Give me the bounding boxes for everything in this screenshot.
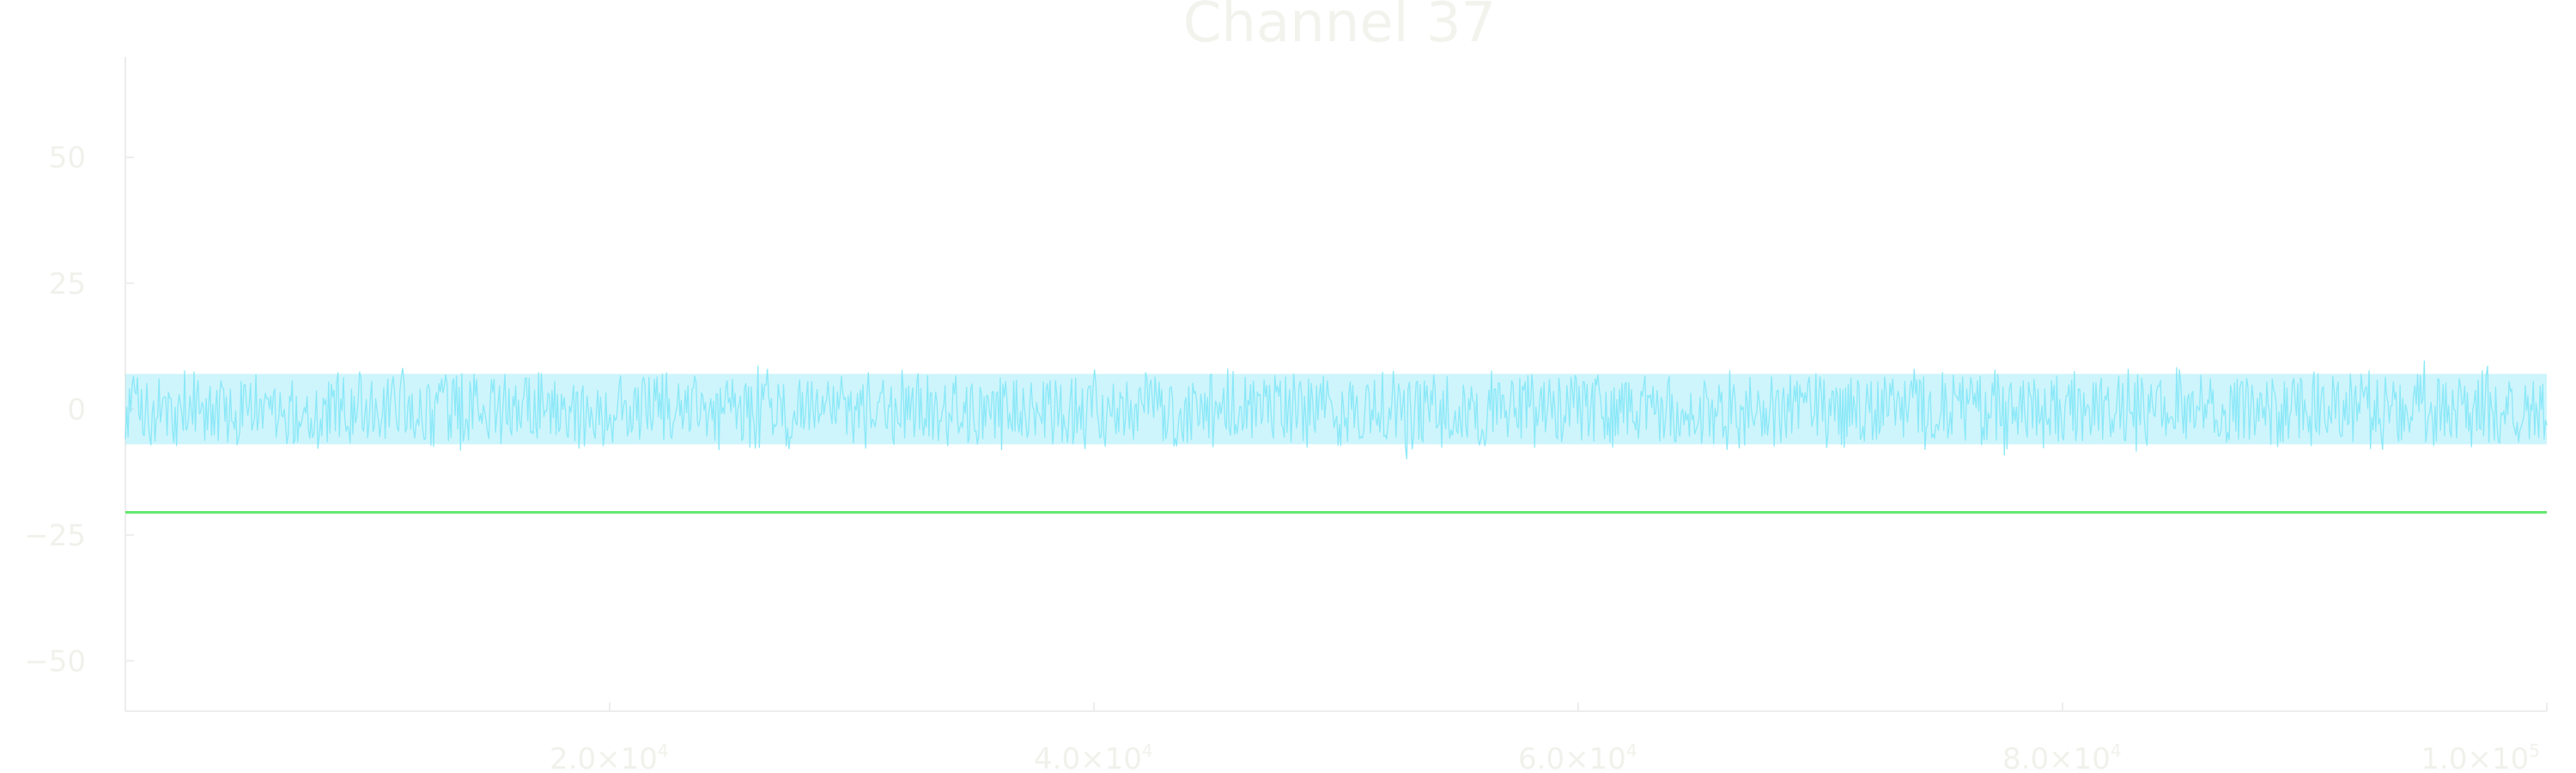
y-tick-label: 0 (67, 393, 86, 427)
chart-title: Channel 37 (1183, 0, 1497, 55)
x-tick-exponent: 4 (658, 740, 669, 761)
x-tick-exponent: 4 (2111, 740, 2122, 761)
x-tick-mantissa: 8.0 (2002, 742, 2049, 773)
y-tick-label: 50 (49, 141, 86, 175)
series-layer (125, 360, 2548, 514)
signal-series-line (125, 360, 2548, 460)
y-tick-label: −50 (24, 644, 86, 679)
x-tick-label: 4.0×104 (1034, 740, 1153, 773)
x-tick-label: 2.0×104 (550, 740, 669, 773)
y-tick-group: 50 25 0 −25 −50 (24, 141, 134, 679)
y-tick-label: 25 (49, 267, 86, 301)
x-tick-label: 6.0×104 (1518, 740, 1637, 773)
x-tick-times: ×10 (2049, 742, 2111, 773)
x-tick-group: 2.0×104 4.0×104 6.0×104 8.0×104 1.0×105 (550, 703, 2548, 773)
x-tick-label: 8.0×104 (2002, 740, 2122, 773)
x-tick-mantissa: 2.0 (550, 742, 596, 773)
x-tick-times: ×10 (596, 742, 658, 773)
x-tick-mantissa: 6.0 (1518, 742, 1564, 773)
x-tick-label: 1.0×105 (2421, 740, 2540, 773)
y-tick-label: −25 (24, 519, 86, 553)
x-tick-mantissa: 1.0 (2421, 742, 2467, 773)
x-tick-mantissa: 4.0 (1034, 742, 1080, 773)
x-tick-times: ×10 (1080, 742, 1142, 773)
x-tick-exponent: 4 (1626, 740, 1637, 761)
x-tick-times: ×10 (1564, 742, 1626, 773)
x-tick-times: ×10 (2468, 742, 2530, 773)
x-tick-exponent: 5 (2529, 740, 2540, 761)
x-tick-exponent: 4 (1142, 740, 1153, 761)
